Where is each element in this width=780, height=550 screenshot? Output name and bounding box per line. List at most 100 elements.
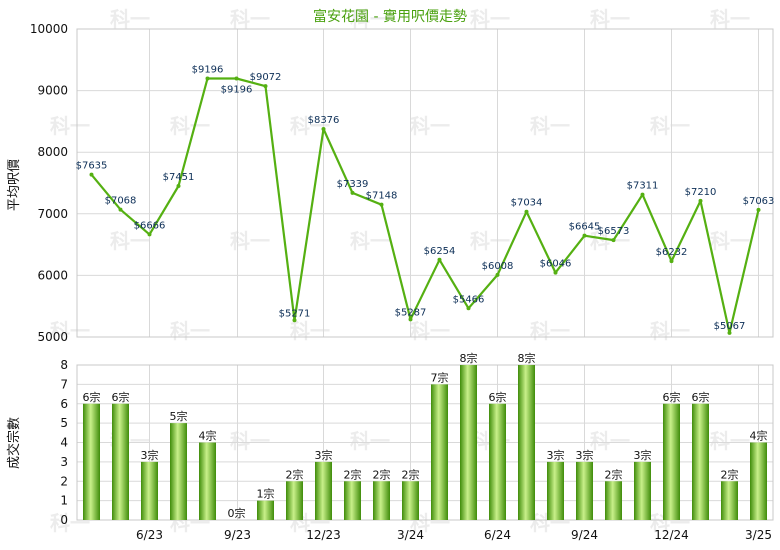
price-label: $7063 (743, 196, 775, 207)
bar (489, 403, 506, 520)
price-label: $8376 (308, 115, 340, 126)
watermark-text: 科一 (530, 114, 570, 138)
bar (547, 461, 564, 520)
bar (170, 423, 187, 520)
bar-value-label: 3宗 (315, 448, 333, 462)
x-tick-label: 6/24 (484, 528, 511, 542)
watermark-text: 科一 (50, 114, 90, 138)
bar-value-label: 2宗 (402, 467, 420, 481)
bar (518, 365, 535, 520)
price-point (611, 238, 616, 243)
price-point (321, 127, 326, 132)
watermark-text: 科一 (230, 429, 270, 453)
price-point (727, 330, 732, 335)
top-y-tick-label: 6000 (37, 268, 68, 282)
bar (344, 481, 361, 520)
bar (373, 481, 390, 520)
bar-value-label: 1宗 (257, 487, 275, 501)
bar (663, 403, 680, 520)
bar-value-label: 7宗 (431, 370, 449, 384)
price-label: $7210 (685, 187, 717, 198)
x-tick-label: 12/23 (306, 528, 341, 542)
bar-value-label: 2宗 (605, 467, 623, 481)
price-point (118, 207, 123, 212)
price-point (408, 317, 413, 322)
top-y-tick-label: 5000 (37, 330, 68, 344)
bottom-y-tick-label: 5 (60, 416, 68, 430)
top-y-tick-label: 8000 (37, 145, 68, 159)
x-tick-label: 12/24 (654, 528, 689, 542)
bar (199, 442, 216, 520)
watermark-text: 科一 (410, 319, 450, 343)
bar (431, 384, 448, 520)
bar (576, 461, 593, 520)
price-label: $7451 (163, 172, 195, 183)
watermark-text: 科一 (170, 319, 210, 343)
bar-value-label: 0宗 (228, 506, 246, 520)
chart-title: 富安花園 - 實用呎價走勢 (313, 8, 467, 25)
price-point (495, 272, 500, 277)
bar-value-label: 3宗 (576, 448, 594, 462)
price-point (379, 202, 384, 207)
bar-value-label: 2宗 (344, 467, 362, 481)
price-line (90, 77, 760, 334)
price-label: $5271 (279, 308, 311, 319)
bar-value-label: 6宗 (663, 390, 681, 404)
price-label: $6046 (540, 259, 572, 270)
bar-value-label: 6宗 (112, 390, 130, 404)
bar-value-label: 6宗 (489, 390, 507, 404)
bar (257, 500, 274, 520)
x-tick-label: 3/25 (745, 528, 772, 542)
price-label: $7148 (366, 191, 398, 202)
bar (83, 403, 100, 520)
watermark-text: 科一 (650, 114, 690, 138)
watermark-text: 科一 (110, 7, 150, 31)
bar-series: 6宗 6宗 3宗 5宗 4宗 0宗 1宗 2宗 3宗 2宗 2宗 2宗 7宗 8宗 6宗 8宗 3宗 3宗 2宗 3宗… (83, 351, 768, 520)
bar (141, 461, 158, 520)
watermark-text: 科一 (590, 229, 630, 253)
bar-value-label: 2宗 (721, 467, 739, 481)
bar (634, 461, 651, 520)
bar-value-label: 8宗 (460, 351, 478, 365)
price-label: $7311 (627, 181, 659, 192)
bar-value-label: 3宗 (547, 448, 565, 462)
bar (721, 481, 738, 520)
bottom-plot-frame (76, 364, 774, 521)
bar-value-label: 6宗 (83, 390, 101, 404)
bar-value-label: 3宗 (634, 448, 652, 462)
bottom-y-tick-label: 2 (60, 474, 68, 488)
top-plot-frame (76, 28, 774, 338)
price-point (756, 207, 761, 212)
watermark-text: 科一 (710, 229, 750, 253)
watermark-text: 科一 (590, 7, 630, 31)
x-tick-label: 6/23 (136, 528, 163, 542)
top-y-tick-label: 9000 (37, 84, 68, 98)
price-point (669, 259, 674, 264)
price-label: $7034 (511, 198, 543, 209)
price-label: $7339 (337, 179, 369, 190)
watermark-text: 科一 (650, 319, 690, 343)
watermark-text: 科一 (170, 114, 210, 138)
price-label: $9196 (221, 85, 253, 96)
watermark-text: 科一 (470, 229, 510, 253)
price-label: $5466 (453, 294, 485, 305)
watermark-text: 科一 (350, 7, 390, 31)
price-point (582, 233, 587, 238)
watermark-text: 科一 (530, 319, 570, 343)
line-series: $7635 $7068 $6666 $7451 $9196 $9196 $9072 $5271… (76, 65, 775, 335)
bar-value-label: 2宗 (373, 467, 391, 481)
price-point (205, 76, 210, 81)
watermark-text: 科一 (350, 229, 390, 253)
bar (402, 481, 419, 520)
price-point (263, 84, 268, 89)
price-point (234, 76, 239, 81)
bar (692, 403, 709, 520)
bar-value-label: 4宗 (750, 429, 768, 443)
price-point (350, 190, 355, 195)
price-label: $6254 (424, 246, 456, 257)
bar-value-label: 5宗 (170, 409, 188, 423)
top-y-tick-label: 7000 (37, 207, 68, 221)
bar (460, 365, 477, 520)
